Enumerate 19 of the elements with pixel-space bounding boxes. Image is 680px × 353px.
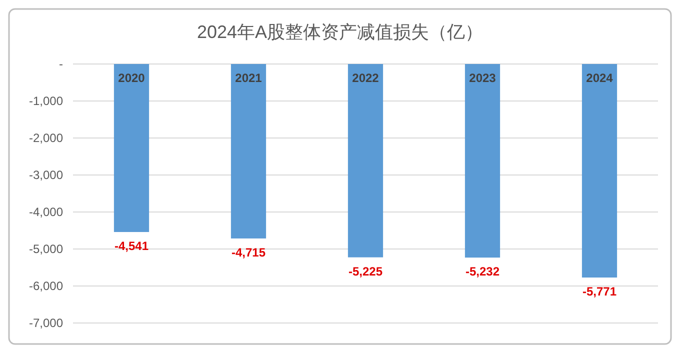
x-tick-label: 2022 xyxy=(352,71,380,85)
y-tick-label: -2,000 xyxy=(28,131,64,146)
data-label: -5,225 xyxy=(348,264,383,278)
data-label: -5,232 xyxy=(465,264,500,279)
y-tick-label: -6,000 xyxy=(28,279,64,294)
x-tick-label: 2024 xyxy=(586,71,614,85)
x-tick-label: 2020 xyxy=(118,71,146,85)
x-tick-label: 2021 xyxy=(235,71,262,85)
y-tick-label: - xyxy=(59,57,63,72)
chart-title: 2024年A股整体资产减值损失（亿） xyxy=(196,22,484,42)
y-tick-label: -7,000 xyxy=(28,316,64,330)
x-tick-label: 2023 xyxy=(469,71,496,85)
y-tick-label: -3,000 xyxy=(28,168,64,182)
y-tick-label: -5,000 xyxy=(28,242,64,256)
y-tick-label: -1,000 xyxy=(28,94,64,108)
y-tick-label: -4,000 xyxy=(28,205,64,220)
data-label: -4,541 xyxy=(114,239,149,254)
data-label: -4,715 xyxy=(231,245,266,260)
data-label: -5,771 xyxy=(582,284,617,299)
